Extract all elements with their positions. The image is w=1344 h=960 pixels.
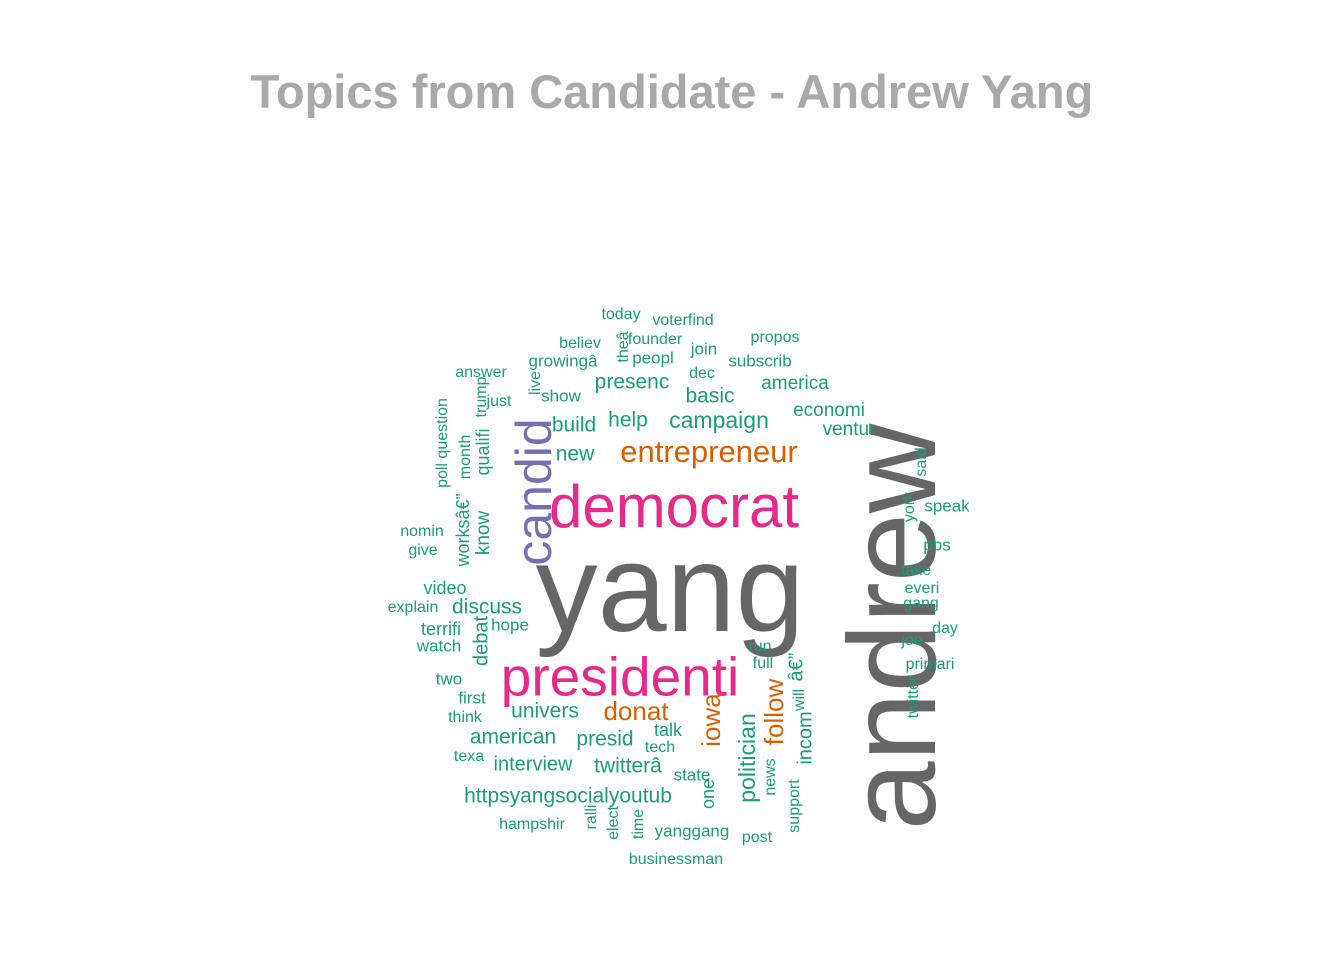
word-74: will	[791, 689, 808, 712]
word-37: subscrib	[728, 351, 791, 370]
word-30: founder	[628, 331, 683, 348]
word-56: debat	[470, 616, 492, 666]
word-0: yang	[536, 520, 805, 658]
word-87: twitter	[905, 675, 922, 718]
word-43: trump	[473, 376, 490, 417]
word-78: york	[901, 491, 918, 522]
word-16: univers	[511, 700, 579, 723]
word-32: propos	[751, 329, 800, 346]
word-62: tech	[645, 739, 675, 756]
word-25: america	[761, 373, 829, 394]
word-17: american	[470, 726, 556, 749]
word-49: nomin	[400, 523, 444, 540]
word-11: presenc	[595, 371, 670, 394]
word-79: speak	[924, 496, 970, 515]
word-80: pbs	[923, 535, 950, 554]
word-48: know	[473, 511, 494, 556]
word-6: donat	[603, 696, 669, 726]
word-10: politician	[734, 713, 760, 803]
word-21: httpsyangsocialyoutub	[464, 785, 672, 808]
word-82: everi	[905, 580, 940, 597]
word-75: full	[753, 655, 773, 672]
word-29: voterfind	[652, 312, 713, 329]
word-9: campaign	[669, 407, 769, 433]
word-24: â€”	[785, 653, 807, 682]
word-47: worksâ€”	[453, 493, 473, 567]
word-76: run	[748, 638, 771, 655]
word-45: month	[457, 435, 474, 479]
word-52: explain	[388, 599, 439, 616]
word-86: primari	[906, 656, 955, 673]
word-36: peopl	[632, 348, 674, 367]
word-41: show	[541, 386, 581, 405]
word-8: follow	[759, 679, 789, 746]
word-59: think	[448, 709, 483, 726]
word-23: incom	[794, 711, 816, 764]
word-71: businessman	[629, 851, 723, 868]
word-65: ralli	[583, 805, 600, 830]
word-28: today	[601, 306, 640, 323]
word-50: give	[408, 542, 437, 559]
word-67: time	[630, 809, 647, 839]
word-7: iowa	[696, 693, 726, 747]
word-83: gang	[903, 595, 939, 612]
word-61: talk	[654, 720, 683, 740]
word-44: poll question	[434, 398, 451, 488]
word-84: day	[932, 620, 958, 637]
word-42: just	[486, 393, 512, 410]
word-85: joe	[900, 632, 922, 649]
word-12: basic	[685, 385, 734, 408]
word-22: discuss	[452, 596, 522, 619]
word-19: twitterâ	[594, 755, 662, 778]
word-55: watch	[416, 636, 461, 655]
word-18: presid	[576, 728, 633, 751]
word-1: andrew	[824, 423, 962, 830]
word-40: live	[527, 371, 544, 395]
word-70: hampshir	[499, 816, 565, 833]
word-4: candid	[506, 418, 562, 565]
word-5: entrepreneur	[620, 434, 798, 469]
word-35: theâ	[615, 331, 632, 362]
word-63: state	[674, 765, 711, 784]
word-31: believ	[559, 335, 601, 352]
word-73: support	[786, 779, 803, 833]
word-81: take	[901, 562, 931, 579]
word-64: one	[698, 779, 718, 809]
word-34: growingâ	[529, 351, 599, 370]
word-26: economi	[793, 400, 865, 421]
word-15: new	[556, 443, 595, 466]
word-33: join	[690, 339, 717, 358]
word-60: texa	[454, 748, 484, 765]
word-13: help	[608, 409, 648, 432]
word-14: build	[552, 414, 596, 437]
word-54: hope	[491, 615, 529, 634]
word-2: democrat	[549, 473, 799, 540]
word-72: news	[762, 758, 779, 795]
chart-title: Topics from Candidate - Andrew Yang	[250, 65, 1094, 118]
word-3: presidenti	[501, 646, 739, 708]
word-53: terrifi	[421, 619, 461, 639]
word-38: dec	[689, 365, 715, 382]
word-39: answer	[455, 364, 507, 381]
word-58: first	[458, 688, 486, 707]
word-46: qualifi	[473, 428, 493, 475]
word-51: video	[423, 578, 466, 598]
word-57: two	[436, 669, 462, 688]
word-27: ventur	[823, 419, 876, 440]
word-69: post	[742, 829, 773, 846]
word-66: elect	[605, 806, 622, 840]
word-68: yanggang	[655, 821, 730, 840]
word-77: said	[913, 447, 930, 476]
word-20: interview	[494, 753, 573, 775]
